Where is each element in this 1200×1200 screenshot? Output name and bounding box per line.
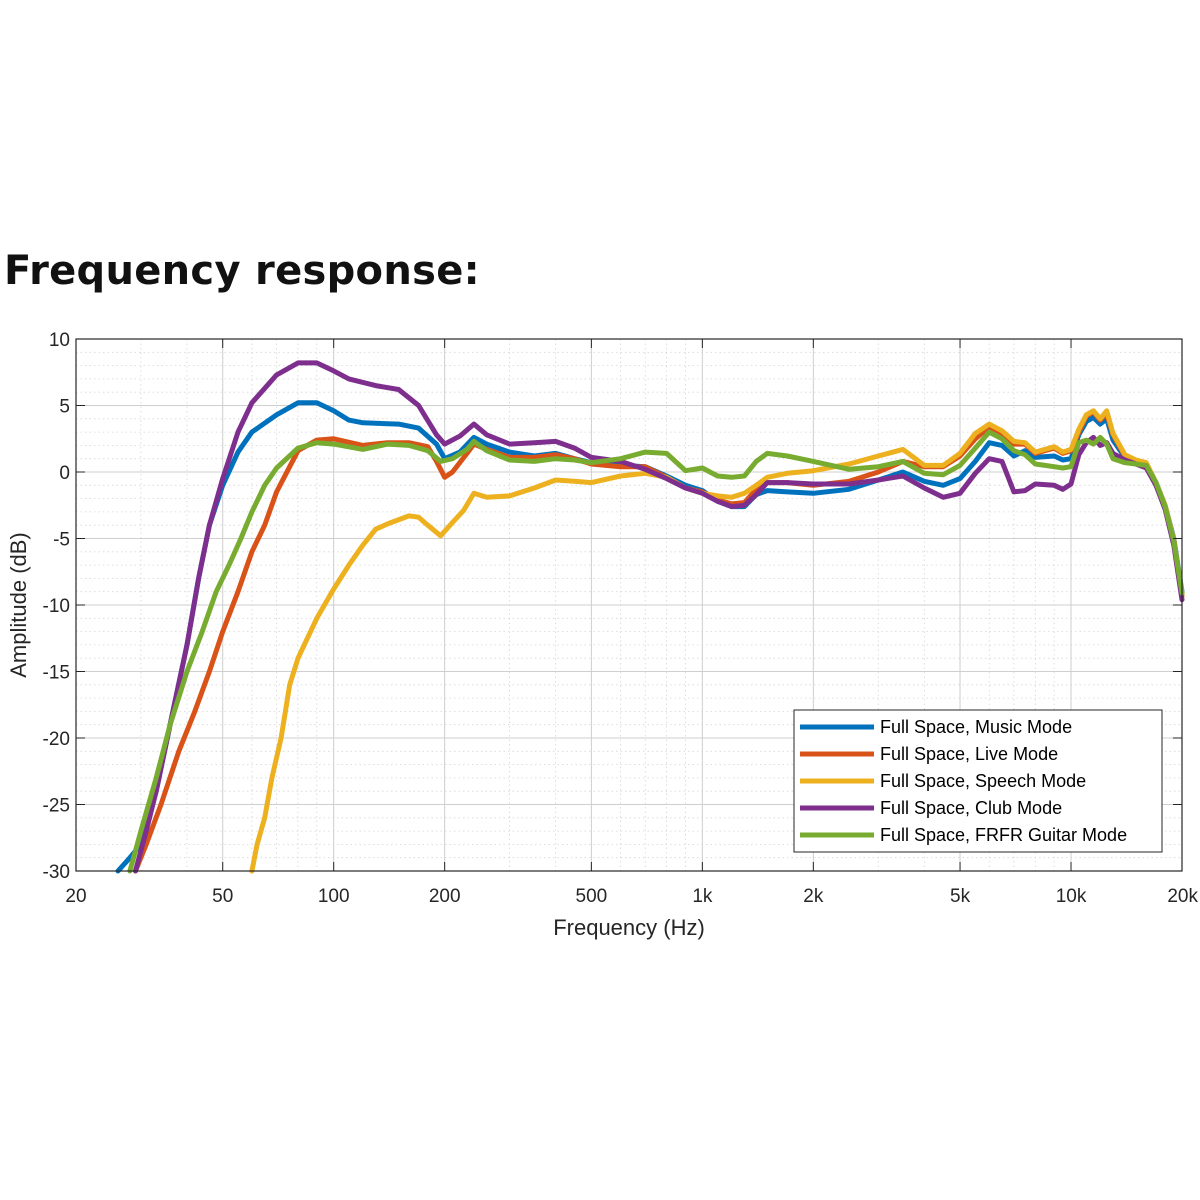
x-tick-label: 50 xyxy=(212,886,233,907)
x-tick-label: 1k xyxy=(692,886,713,907)
x-tick-label: 10k xyxy=(1056,886,1087,907)
x-tick-label: 20 xyxy=(65,886,86,907)
tick-marks xyxy=(75,338,1183,872)
y-tick-label: -25 xyxy=(43,796,70,817)
x-tick-labels: 20 50 100 200 500 1k 2k 5k 10k 20k xyxy=(65,886,1198,907)
legend-label: Full Space, Music Mode xyxy=(880,717,1072,737)
y-tick-label: 5 xyxy=(59,397,70,418)
legend-label: Full Space, FRFR Guitar Mode xyxy=(880,825,1127,845)
y-tick-label: -30 xyxy=(43,862,70,883)
x-tick-label: 5k xyxy=(950,886,971,907)
y-axis-label: Amplitude (dB) xyxy=(6,532,31,678)
legend-label: Full Space, Club Mode xyxy=(880,798,1062,818)
x-tick-label: 100 xyxy=(318,886,350,907)
y-tick-label: -20 xyxy=(43,729,70,750)
series-lines xyxy=(115,360,1185,874)
x-tick-label: 20k xyxy=(1167,886,1198,907)
series-line xyxy=(133,360,1185,874)
legend-label: Full Space, Speech Mode xyxy=(880,771,1086,791)
series-line xyxy=(127,429,1185,874)
page-title: Frequency response: xyxy=(4,248,480,294)
y-tick-label: -10 xyxy=(43,596,70,617)
series-line xyxy=(249,408,1185,874)
legend-label: Full Space, Live Mode xyxy=(880,744,1058,764)
legend: Full Space, Music Mode Full Space, Live M… xyxy=(793,709,1163,853)
y-tick-label: 0 xyxy=(59,463,70,484)
x-axis-label: Frequency (Hz) xyxy=(553,915,705,940)
x-tick-label: 2k xyxy=(803,886,824,907)
y-tick-labels: 10 5 0 -5 -10 -15 -20 -25 -30 xyxy=(43,330,70,883)
x-tick-label: 500 xyxy=(576,886,608,907)
y-tick-label: -5 xyxy=(53,530,70,551)
x-tick-label: 200 xyxy=(429,886,461,907)
y-tick-label: -15 xyxy=(43,663,70,684)
y-tick-label: 10 xyxy=(49,330,70,351)
